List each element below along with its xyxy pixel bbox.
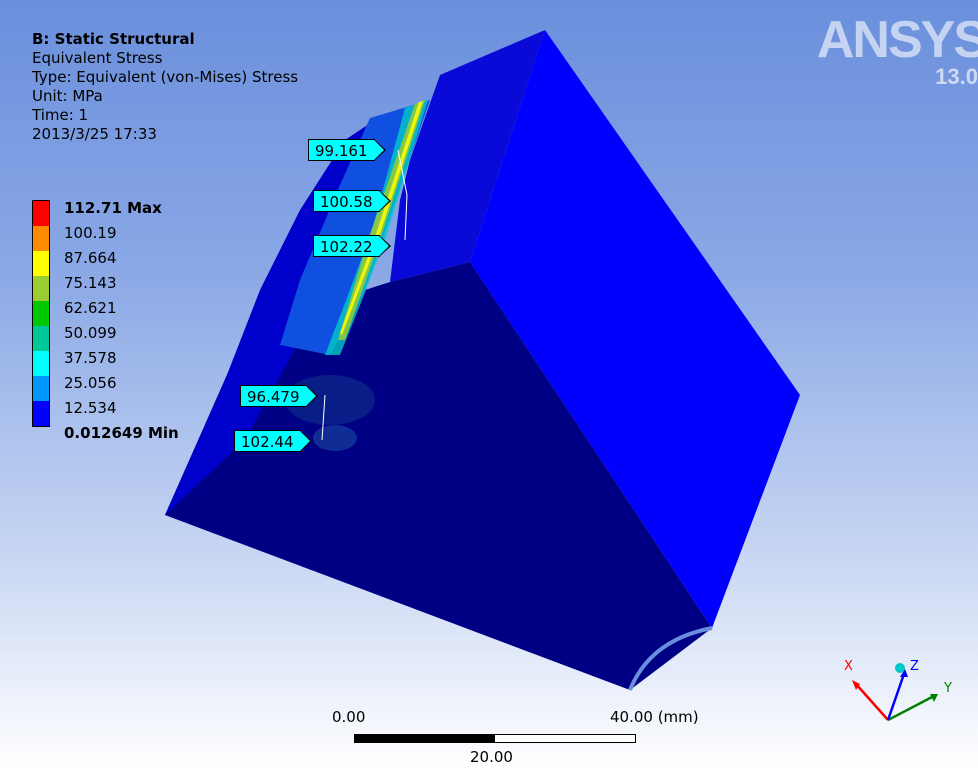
y-axis-head [930, 694, 938, 702]
legend-label: 37.578 [64, 349, 117, 367]
result-type: Type: Equivalent (von-Mises) Stress [32, 68, 299, 86]
x-axis-head [852, 680, 860, 690]
x-axis-arrow [855, 683, 889, 721]
logo-brand: ANSYS [816, 11, 978, 69]
legend-swatch [33, 201, 49, 226]
legend-swatch [33, 251, 49, 276]
coordinate-triad[interactable]: X Y Z [838, 652, 958, 732]
legend-swatch [33, 401, 49, 426]
legend-label: 0.012649 Min [64, 424, 179, 442]
stress-band-3 [340, 101, 423, 335]
y-axis-arrow [887, 694, 935, 722]
result-name: Equivalent Stress [32, 49, 163, 67]
legend-swatch [33, 226, 49, 251]
result-unit: Unit: MPa [32, 87, 103, 105]
model-bottom-curve [628, 626, 713, 691]
legend-label: 25.056 [64, 374, 117, 392]
probe-label-3[interactable]: 102.22 [313, 235, 390, 257]
scale-end-label: 40.00 (mm) [610, 708, 699, 726]
legend-swatch [33, 276, 49, 301]
model-face-top [390, 30, 545, 282]
model-face-left [165, 118, 378, 515]
analysis-title: B: Static Structural [32, 30, 195, 48]
probe-label-5[interactable]: 102.44 [234, 430, 311, 452]
model-hole-inner [313, 425, 357, 451]
legend-label: 62.621 [64, 299, 117, 317]
z-axis-head [900, 669, 908, 677]
legend-labels: 112.71 Max 100.19 87.664 75.143 62.621 50.099… [64, 196, 179, 446]
scale-mid-label: 20.00 [470, 748, 513, 766]
y-axis-label: Y [943, 681, 952, 696]
result-time: Time: 1 [32, 106, 89, 124]
z-axis-label: Z [910, 659, 919, 674]
legend-swatch [33, 326, 49, 351]
legend-swatch [33, 301, 49, 326]
triad-iso-ball[interactable] [895, 663, 905, 673]
logo-version: 13.0 [935, 64, 978, 89]
legend-label: 100.19 [64, 224, 117, 242]
legend-swatch [33, 351, 49, 376]
probe-leader-2 [404, 194, 408, 241]
legend-color-bar [32, 200, 50, 427]
scale-bar-graphic [354, 734, 636, 743]
model-face-right [470, 30, 800, 628]
legend-label: 87.664 [64, 249, 117, 267]
z-axis-arrow [886, 673, 906, 721]
result-info: B: Static Structural Equivalent Stress T… [32, 30, 298, 144]
result-timestamp: 2013/3/25 17:33 [32, 125, 157, 143]
x-axis-label: X [844, 659, 853, 674]
probe-label-2[interactable]: 100.58 [313, 190, 390, 212]
legend-swatch [33, 376, 49, 401]
scale-start-label: 0.00 [332, 708, 366, 726]
probe-leader-1 [397, 149, 408, 196]
model-face-front [165, 262, 712, 690]
probe-label-4[interactable]: 96.479 [240, 385, 317, 407]
legend-label: 12.534 [64, 399, 117, 417]
legend-label: 50.099 [64, 324, 117, 342]
ansys-logo: ANSYS 13.0 [817, 14, 978, 90]
legend-label: 112.71 Max [64, 199, 162, 217]
probe-label-1[interactable]: 99.161 [308, 139, 385, 161]
legend-label: 75.143 [64, 274, 117, 292]
probe-leader-3 [321, 394, 326, 441]
